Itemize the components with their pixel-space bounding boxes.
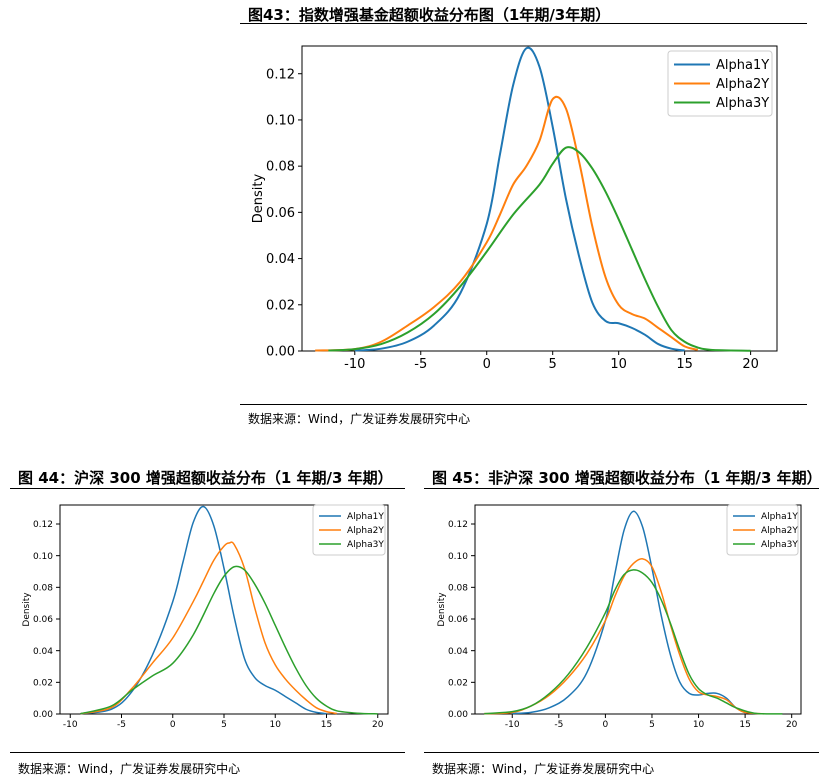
- x-tick-label: 5: [649, 720, 655, 730]
- y-tick-label: 0.02: [448, 678, 468, 688]
- y-tick-label: 0.10: [266, 113, 295, 128]
- y-tick-label: 0.08: [266, 160, 295, 175]
- y-axis-label: Density: [22, 592, 32, 627]
- y-tick-label: 0.02: [33, 678, 53, 688]
- x-tick-label: 5: [221, 720, 227, 730]
- series-line-alpha3y: [80, 565, 378, 715]
- figure-44-source: 数据来源：Wind，广发证券发展研究中心: [18, 762, 241, 776]
- figure-45-top-rule: [424, 488, 819, 489]
- plot-frame: [301, 45, 778, 352]
- x-tick-label: -5: [414, 357, 427, 372]
- figure-45-title: 图 45：非沪深 300 增强超额收益分布（1 年期/3 年期）: [432, 469, 822, 487]
- figure-44-title: 图 44：沪深 300 增强超额收益分布（1 年期/3 年期）: [18, 469, 393, 487]
- y-tick-label: 0.04: [33, 647, 53, 657]
- y-tick-label: 0.12: [448, 520, 468, 530]
- figure-43-title: 图43：指数增强基金超额收益分布图（1年期/3年期）: [248, 6, 611, 24]
- series-line-alpha2y: [315, 95, 699, 352]
- y-tick-label: 0.06: [266, 206, 295, 221]
- series-line-alpha1y: [354, 46, 685, 352]
- figure-44-top-rule: [10, 488, 405, 489]
- y-axis-label: Density: [251, 173, 266, 223]
- legend-box: [667, 50, 773, 117]
- series-line-alpha1y: [80, 505, 327, 715]
- legend-label: Alpha3Y: [716, 96, 769, 111]
- y-tick-label: 0.06: [448, 615, 468, 625]
- x-tick-label: 0: [603, 720, 609, 730]
- x-tick-label: -5: [117, 720, 126, 730]
- x-tick-label: 20: [742, 357, 759, 372]
- x-tick-label: 15: [676, 357, 693, 372]
- y-tick-label: 0.00: [33, 710, 53, 720]
- plot-frame: [474, 504, 802, 715]
- legend-label: Alpha3Y: [761, 540, 798, 550]
- y-tick-label: 0.10: [448, 552, 468, 562]
- y-tick-label: 0.00: [266, 345, 295, 360]
- series-line-alpha2y: [484, 558, 764, 715]
- y-tick-label: 0.08: [33, 583, 53, 593]
- y-tick-label: 0.08: [448, 583, 468, 593]
- y-tick-label: 0.12: [266, 67, 295, 82]
- x-tick-label: 0: [483, 357, 491, 372]
- x-tick-label: 15: [321, 720, 332, 730]
- y-tick-label: 0.04: [266, 252, 295, 267]
- figure-43-source: 数据来源：Wind，广发证券发展研究中心: [248, 412, 471, 426]
- y-tick-label: 0.00: [448, 710, 468, 720]
- x-tick-label: 0: [170, 720, 176, 730]
- series-line-alpha3y: [328, 146, 751, 352]
- series-line-alpha2y: [80, 541, 337, 715]
- legend-label: Alpha1Y: [347, 512, 384, 522]
- legend-label: Alpha2Y: [761, 526, 798, 536]
- x-tick-label: 20: [786, 720, 798, 730]
- x-tick-label: -10: [505, 720, 520, 730]
- x-tick-label: -10: [344, 357, 365, 372]
- x-tick-label: 5: [549, 357, 557, 372]
- x-tick-label: 10: [610, 357, 627, 372]
- x-tick-label: 10: [270, 720, 282, 730]
- figure-43-bottom-rule: [240, 404, 807, 405]
- legend-box: [312, 504, 386, 556]
- x-tick-label: 15: [739, 720, 750, 730]
- series-line-alpha3y: [484, 569, 783, 715]
- legend-label: Alpha1Y: [761, 512, 798, 522]
- y-axis-label: Density: [437, 592, 447, 627]
- legend-label: Alpha2Y: [716, 77, 769, 92]
- legend-label: Alpha1Y: [716, 58, 769, 73]
- legend-box: [726, 504, 799, 556]
- x-tick-label: -10: [63, 720, 78, 730]
- y-tick-label: 0.10: [33, 552, 53, 562]
- figure-45-bottom-rule: [424, 752, 819, 753]
- x-tick-label: 20: [372, 720, 384, 730]
- y-tick-label: 0.04: [448, 647, 468, 657]
- legend-label: Alpha3Y: [347, 540, 384, 550]
- x-tick-label: 10: [693, 720, 705, 730]
- legend-label: Alpha2Y: [347, 526, 384, 536]
- x-tick-label: -5: [554, 720, 563, 730]
- figure-44-bottom-rule: [10, 752, 405, 753]
- figure-45-source: 数据来源：Wind，广发证券发展研究中心: [432, 762, 655, 776]
- series-line-alpha1y: [512, 510, 746, 715]
- figure-43-top-rule: [240, 23, 807, 24]
- y-tick-label: 0.02: [266, 298, 295, 313]
- y-tick-label: 0.06: [33, 615, 53, 625]
- y-tick-label: 0.12: [33, 520, 53, 530]
